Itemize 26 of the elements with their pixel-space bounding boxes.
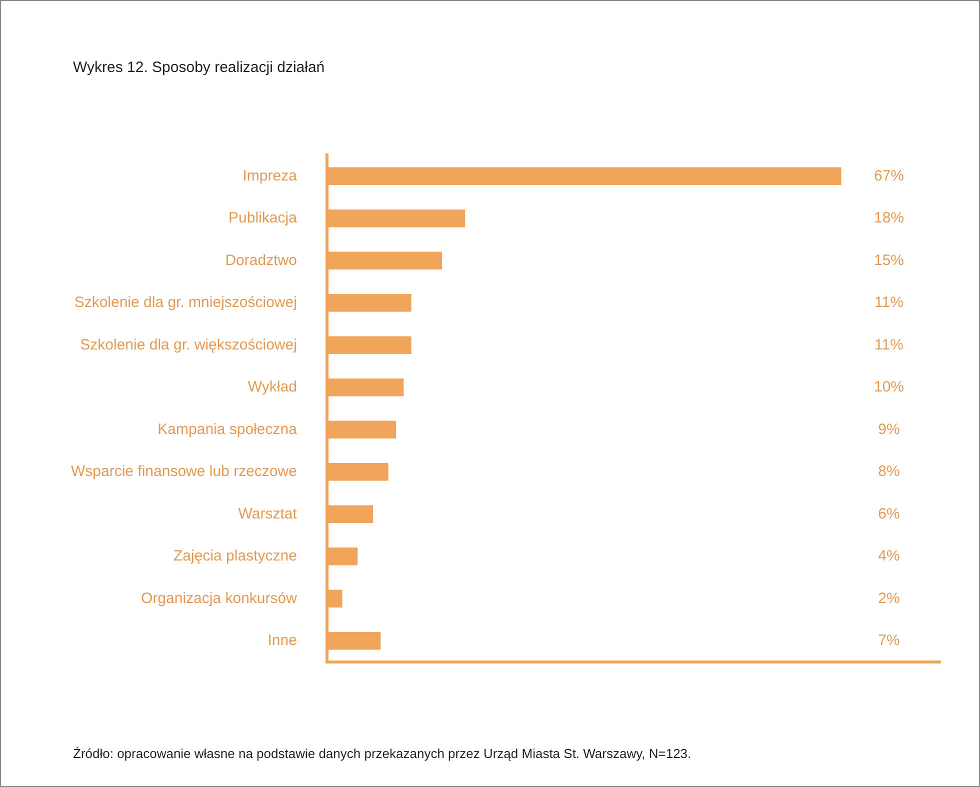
text: Wykres 12. Sposoby realizacji działań [73, 59, 325, 76]
data-label: 15% [874, 252, 904, 269]
y-tick-label: Publikacja [228, 210, 298, 227]
data-label: 9% [878, 420, 900, 438]
data-label: 11% [874, 336, 904, 354]
y-tick-label: Doradztwo [225, 252, 297, 269]
y-tick-label: Inne [268, 632, 297, 650]
text: Źródło: opracowanie własne na podstawie danych przekazanych przez Urząd Miasta St. Warszawy, N=123. [73, 746, 692, 761]
data-label: 10% [874, 378, 904, 396]
y-tick-label: Zajęcia plastyczne [174, 548, 297, 565]
data-label: 2% [878, 590, 900, 607]
data-label: 67% [874, 167, 904, 184]
y-tick-label: Wsparcie finansowe lub rzeczowe [70, 463, 297, 480]
data-label: 6% [878, 505, 900, 522]
data-label: 8% [878, 463, 900, 480]
y-tick-label: Szkolenie dla gr. mniejszościowej [74, 294, 297, 312]
data-label: 11% [874, 294, 904, 312]
y-tick-label: Warsztat [238, 505, 298, 522]
data-label: 18% [874, 210, 904, 227]
y-tick-label: Kampania społeczna [158, 420, 298, 438]
y-tick-label: Szkolenie dla gr. większościowej [80, 336, 297, 354]
y-tick-label: Impreza [242, 167, 298, 184]
data-label: 4% [878, 548, 900, 565]
data-label: 7% [878, 632, 900, 650]
y-tick-label: Wykład [248, 378, 297, 396]
y-tick-label: Organizacja konkursów [141, 590, 298, 607]
